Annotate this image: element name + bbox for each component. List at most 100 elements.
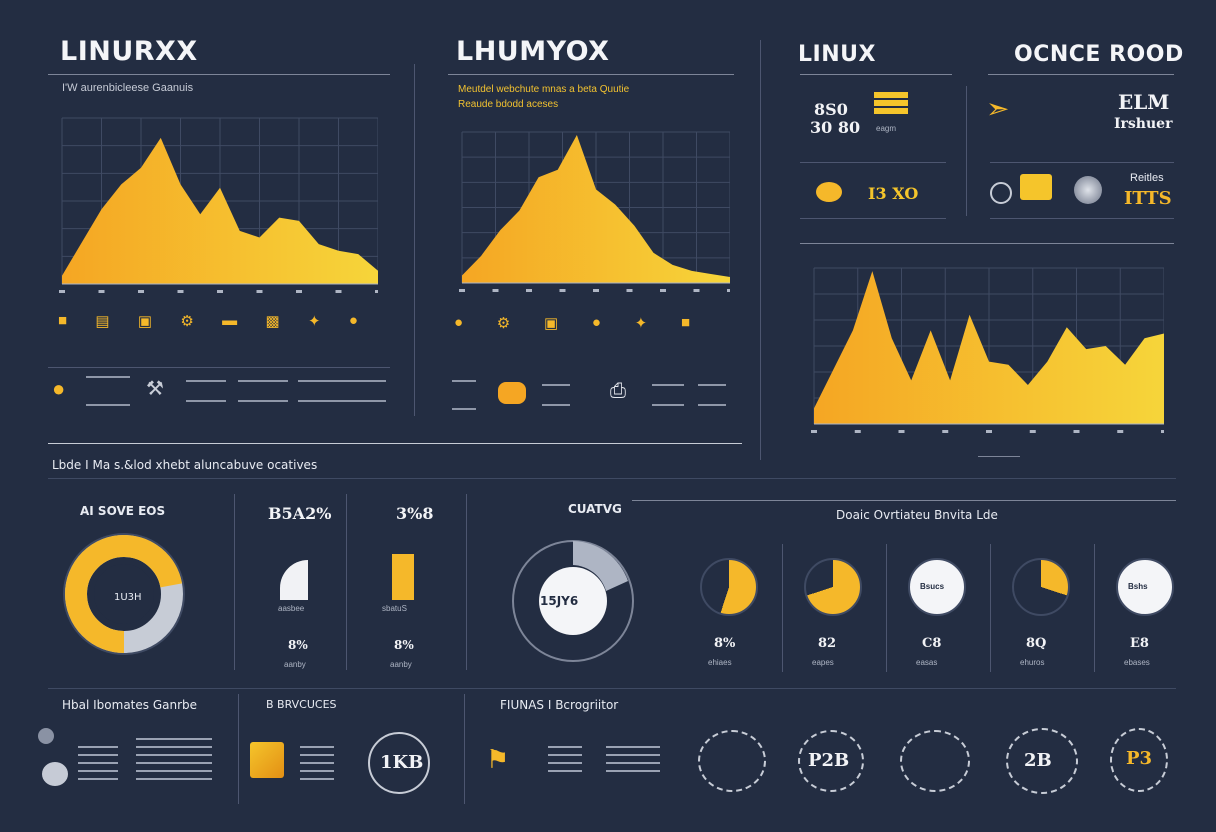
lines-icon (652, 384, 684, 406)
icon-row-2: ● ⚙ ▣ ● ✦ ■ (454, 314, 690, 332)
lines-icon (542, 384, 570, 406)
divider (464, 694, 465, 804)
mini-donut (804, 558, 862, 616)
card-value: Irshuer (1114, 116, 1173, 132)
divider (48, 688, 1176, 689)
box-icon: ■ (680, 314, 690, 331)
mini-charts: 8% ehiaes 82 eapes Bsucs C8 easas 8Q ehuros Bshs E… (686, 544, 1176, 674)
stat-unit: aanby (284, 660, 306, 669)
tick-label (727, 289, 730, 292)
mini-value: 8Q (1026, 636, 1047, 651)
mini-donut (1116, 558, 1174, 616)
box-icon: ■ (58, 312, 68, 329)
divider (966, 86, 967, 216)
badge-text: P2B (808, 750, 850, 771)
mini-chart: 8% ehiaes (686, 544, 782, 674)
mini-value: E8 (1130, 636, 1149, 651)
stat-label: sbatuS (382, 604, 407, 613)
lines-icon (238, 380, 288, 402)
lines-icon (698, 384, 726, 406)
legend-row-1: ● ⚒ (52, 372, 388, 408)
donut-chart (63, 533, 185, 655)
curve-label: CUATVG (568, 502, 622, 516)
box-icon (1020, 174, 1052, 200)
panel-1-title: LINURXX (60, 36, 198, 67)
tick-label (1073, 430, 1080, 433)
list-lines (548, 740, 582, 776)
list-lines (78, 740, 118, 784)
divider (48, 367, 390, 368)
mini-center: Bshs (1128, 582, 1148, 591)
divider (988, 74, 1174, 75)
star-icon: ✦ (307, 313, 321, 330)
tick-label (854, 430, 861, 433)
divider (886, 544, 887, 672)
divider (760, 40, 761, 460)
badge (798, 730, 864, 792)
mini-unit: eapes (812, 658, 834, 667)
divider (238, 694, 239, 804)
tick-label (942, 430, 949, 433)
tick-label (459, 289, 465, 292)
eye-icon (816, 182, 842, 202)
tick-label (1161, 430, 1164, 433)
divider (466, 494, 467, 670)
tick-label (811, 430, 817, 433)
badge-text: 2B (1024, 750, 1052, 771)
stat-label: aasbee (278, 604, 305, 613)
lines-icon (452, 380, 476, 410)
tick-label (626, 289, 633, 292)
panel-2-subtitle: Meutdel webchute mnas a beta Quutie (458, 84, 630, 95)
panel-2-title: LHUMYOX (456, 36, 610, 67)
tick-label (986, 430, 992, 433)
card-label: Reitles (1130, 172, 1164, 184)
donut-title: AI SOVE EOS (80, 504, 166, 518)
globe-icon (1074, 176, 1102, 204)
tick-label (1117, 430, 1124, 433)
divider (48, 443, 742, 444)
bar-fill (392, 554, 414, 600)
stat-sub: 8% (288, 638, 308, 652)
tick-label (492, 289, 499, 292)
pie-slice (280, 560, 308, 600)
donut-center: 1U3H (114, 592, 142, 603)
divider (782, 544, 783, 672)
divider (800, 162, 946, 163)
tag-icon: ⚑ (486, 744, 510, 774)
cloud-icon (498, 382, 526, 404)
area-chart-2 (459, 131, 730, 292)
mini-unit: ehuros (1020, 658, 1045, 667)
badge (900, 730, 970, 792)
tick-label (59, 290, 65, 293)
divider (800, 243, 1174, 244)
mini-donut (1012, 558, 1070, 616)
tick-label (660, 289, 666, 292)
tick-label (375, 290, 378, 293)
donut-value-arc (65, 535, 183, 653)
badge (1110, 728, 1168, 792)
divider (800, 218, 946, 219)
mini-unit: ehiaes (708, 658, 732, 667)
section-heading: Lbde I Ma s.&lod xhebt aluncabuve ocativ… (52, 458, 318, 472)
section-heading: Hbal Ibomates Ganrbe (62, 698, 198, 712)
cube-icon: ▣ (137, 313, 153, 330)
divider (990, 544, 991, 672)
card-value: 8S0 (814, 100, 848, 119)
tick-label (138, 290, 144, 293)
divider (800, 74, 952, 75)
badge (698, 730, 766, 792)
mini-value: C8 (922, 636, 942, 651)
divider (1094, 544, 1095, 672)
stat-value: B5A2% (268, 504, 332, 523)
mini-chart: Bshs E8 ebases (1094, 544, 1198, 674)
gauge-center (539, 567, 607, 635)
mini-value: 8% (714, 636, 736, 651)
tick-label (559, 289, 566, 292)
stat-sub: 8% (394, 638, 414, 652)
badge (368, 732, 430, 794)
legend-row-2: ⎙ (452, 376, 728, 410)
list-lines (136, 732, 212, 786)
tick-label (335, 290, 342, 293)
divider (978, 456, 1020, 457)
panel-1-subtitle: I'W aurenbicleese Gaanuis (62, 82, 194, 94)
